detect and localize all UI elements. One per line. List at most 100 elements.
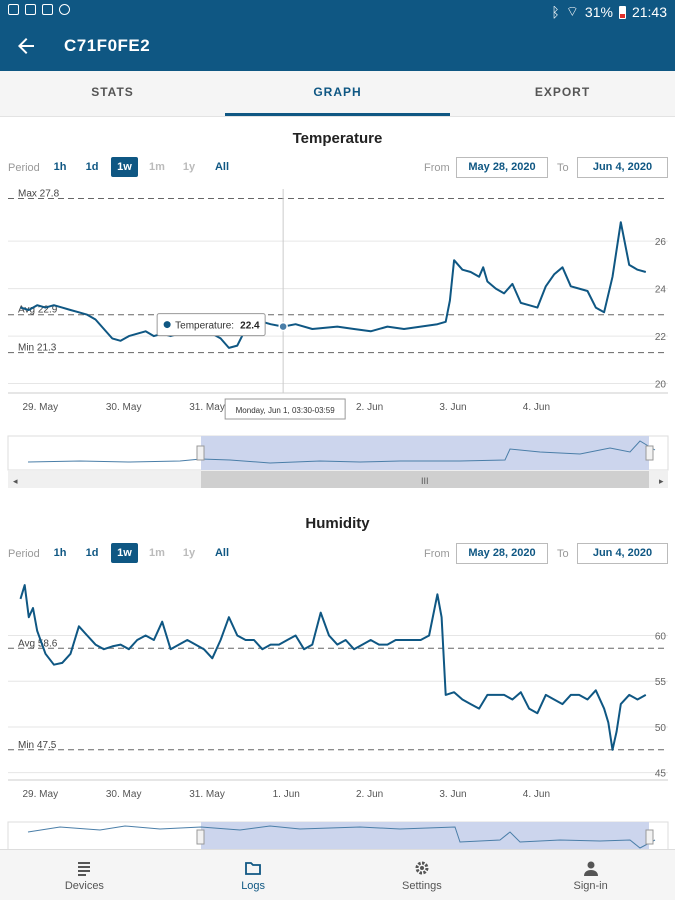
humidity-chart[interactable]: 45 50 55 60 Avg 58.6 Min 47.5 29. May 30. May 31… <box>0 570 675 810</box>
person-icon <box>583 861 598 876</box>
nav-sign-in-label: Sign-in <box>573 880 608 892</box>
temperature-navigator[interactable]: ◂ ▸ III <box>0 434 675 490</box>
min-reference-label: Min 47.5 <box>18 740 57 751</box>
temperature-chart-title: Temperature <box>292 130 383 147</box>
bluetooth-icon: ᛒ <box>551 4 560 20</box>
nav-logs[interactable]: Logs <box>169 850 338 900</box>
x-tick-label: 2. Jun <box>356 402 383 413</box>
to-label: To <box>557 548 569 560</box>
x-tick-label: 29. May <box>23 789 59 800</box>
battery-percent: 31% <box>584 4 613 20</box>
x-tick-label: 3. Jun <box>439 789 466 800</box>
crosshair-label: Monday, Jun 1, 03:30-03:59 <box>236 406 336 415</box>
period-all-button[interactable]: All <box>214 547 230 559</box>
navigator-scrollbar[interactable] <box>201 471 649 488</box>
nav-devices[interactable]: Devices <box>0 850 169 900</box>
svg-text:III: III <box>421 476 429 486</box>
x-tick-label: 4. Jun <box>523 789 550 800</box>
x-tick-label: 31. May <box>189 402 225 413</box>
humidity-chart-title: Humidity <box>305 515 370 532</box>
y-tick-label: 55 <box>655 677 667 688</box>
y-tick-label: 24 <box>655 285 667 296</box>
y-tick-label: 26 <box>655 237 667 248</box>
hover-point <box>278 321 288 332</box>
period-1y-button[interactable]: 1y <box>182 547 196 559</box>
status-bar: ᛒ ⌔ 31% 21:43 <box>0 0 675 22</box>
list-icon <box>78 862 91 876</box>
tab-export[interactable]: EXPORT <box>534 85 591 99</box>
period-all-button[interactable]: All <box>214 161 230 173</box>
nav-settings-label: Settings <box>402 880 442 892</box>
notification-icon <box>8 4 19 15</box>
series-line-temperature <box>20 221 647 349</box>
notification-icons <box>8 4 70 15</box>
tooltip-marker <box>163 321 171 329</box>
x-tick-label: 4. Jun <box>523 402 550 413</box>
svg-text:◂: ◂ <box>13 476 18 486</box>
y-tick-label: 22 <box>655 332 667 343</box>
min-reference-label: Min 21.3 <box>18 343 57 354</box>
nav-sign-in[interactable]: Sign-in <box>506 850 675 900</box>
x-tick-label: 31. May <box>189 789 225 800</box>
image-icon <box>42 4 53 15</box>
crosshair-label-box <box>224 398 346 420</box>
period-1h-button[interactable]: 1h <box>53 161 67 173</box>
tooltip-value: 22.4 <box>240 321 260 332</box>
y-tick-label: 50 <box>655 723 667 734</box>
x-tick-label: 29. May <box>23 402 59 413</box>
nav-logs-label: Logs <box>241 880 266 892</box>
navigator-left-handle[interactable] <box>196 445 205 461</box>
temperature-controls: Period 1h 1d 1w 1m 1y All From May 28, 2… <box>8 157 668 179</box>
period-1d-button[interactable]: 1d <box>85 547 99 559</box>
period-1m-button[interactable]: 1m <box>149 161 165 173</box>
series-line-humidity <box>19 584 647 751</box>
from-date-input[interactable]: May 28, 2020 <box>456 157 548 178</box>
y-tick-label: 60 <box>655 631 667 642</box>
tooltip-box <box>156 313 266 337</box>
y-tick-label: 45 <box>655 769 667 780</box>
from-date-input[interactable]: May 28, 2020 <box>456 543 548 564</box>
navigator-right-handle[interactable] <box>645 445 654 461</box>
humidity-navigator[interactable] <box>0 820 675 849</box>
period-label: Period <box>8 162 40 174</box>
max-reference-label: Max 27.8 <box>18 188 60 199</box>
period-1w-button[interactable]: 1w <box>111 543 138 563</box>
x-tick-label: 30. May <box>106 789 142 800</box>
sync-icon <box>59 4 70 15</box>
humidity-controls: Period 1h 1d 1w 1m 1y All From May 28, 2… <box>8 543 668 565</box>
nav-settings[interactable]: Settings <box>338 850 507 900</box>
navigator-right-handle[interactable] <box>645 829 654 845</box>
to-date-input[interactable]: Jun 4, 2020 <box>577 543 668 564</box>
system-icons: ᛒ ⌔ 31% 21:43 <box>551 3 667 21</box>
nav-devices-label: Devices <box>64 880 104 892</box>
to-label: To <box>557 162 569 174</box>
y-tick-label: 20 <box>655 380 667 391</box>
from-label: From <box>424 162 450 174</box>
navigator-selection[interactable] <box>201 436 649 470</box>
tooltip-series-label: Temperature: <box>175 321 234 332</box>
tab-stats[interactable]: STATS <box>91 85 134 99</box>
period-label: Period <box>8 548 40 560</box>
back-arrow-icon[interactable] <box>14 34 38 58</box>
x-tick-label: 2. Jun <box>356 789 383 800</box>
period-1h-button[interactable]: 1h <box>53 547 67 559</box>
navigator-left-handle[interactable] <box>196 829 205 845</box>
app-bar: C71F0FE2 <box>0 22 675 71</box>
temperature-chart[interactable]: 20 22 24 26 Max 27.8 Avg 22.9 Min 21.3 29. May 3… <box>0 183 675 423</box>
folder-icon <box>245 862 262 875</box>
bottom-navigation: Devices Logs Settings Sign-in <box>0 849 675 900</box>
device-title: C71F0FE2 <box>64 36 151 55</box>
period-1m-button[interactable]: 1m <box>149 547 165 559</box>
to-date-input[interactable]: Jun 4, 2020 <box>577 157 668 178</box>
x-tick-label: 1. Jun <box>273 789 300 800</box>
avg-reference-label: Avg 58.6 <box>18 638 58 649</box>
from-label: From <box>424 548 450 560</box>
tab-bar: STATS GRAPH EXPORT <box>0 71 675 117</box>
wifi-icon: ⌔ <box>565 3 579 19</box>
gear-icon <box>415 861 429 875</box>
period-1d-button[interactable]: 1d <box>85 161 99 173</box>
period-1w-button[interactable]: 1w <box>111 157 138 177</box>
period-1y-button[interactable]: 1y <box>182 161 196 173</box>
tab-graph[interactable]: GRAPH <box>225 71 450 116</box>
avg-reference-label: Avg 22.9 <box>18 305 58 316</box>
